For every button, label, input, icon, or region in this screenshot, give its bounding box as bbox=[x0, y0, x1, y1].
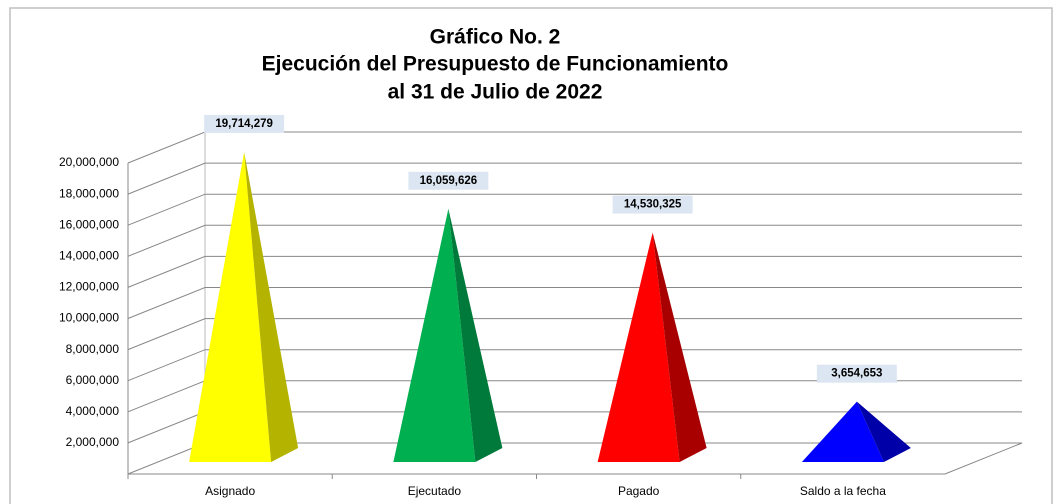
x-tick-label: Pagado bbox=[618, 484, 660, 498]
grid-line bbox=[127, 287, 1022, 319]
value-label: 3,654,653 bbox=[831, 368, 882, 380]
chart-border bbox=[9, 7, 1053, 504]
value-label-bg bbox=[408, 171, 489, 190]
pyramid-side bbox=[448, 208, 503, 462]
y-tick-label: 16,000,000 bbox=[59, 217, 119, 231]
value-label-bg bbox=[816, 364, 897, 383]
grid-line bbox=[127, 349, 1022, 382]
pyramid-front bbox=[189, 151, 272, 462]
grid-line bbox=[127, 162, 1022, 195]
chart-title: al 31 de Julio de 2022 bbox=[388, 81, 603, 104]
chart-title: Gráfico No. 2 bbox=[430, 26, 561, 49]
y-tick-label: 12,000,000 bbox=[59, 280, 119, 294]
y-tick-label: 8,000,000 bbox=[66, 342, 120, 356]
pyramid-front bbox=[393, 208, 476, 462]
pyramid-side bbox=[856, 401, 911, 462]
value-label: 14,530,325 bbox=[624, 199, 682, 211]
x-tick-label: Saldo a la fecha bbox=[800, 484, 886, 498]
value-label: 16,059,626 bbox=[420, 175, 478, 187]
y-tick-label: 20,000,000 bbox=[59, 155, 119, 169]
y-tick-label: 2,000,000 bbox=[66, 435, 120, 449]
value-label: 19,714,279 bbox=[215, 118, 273, 130]
grid-line bbox=[127, 255, 1022, 288]
grid-line bbox=[127, 224, 1022, 257]
x-tick-label: Asignado bbox=[205, 484, 255, 498]
y-tick-label: 6,000,000 bbox=[66, 373, 120, 387]
floor bbox=[127, 442, 1023, 475]
y-tick-label: 14,000,000 bbox=[59, 248, 119, 262]
y-tick-label: 4,000,000 bbox=[66, 404, 120, 418]
value-label-bg bbox=[204, 114, 285, 133]
grid-line bbox=[127, 193, 1022, 226]
y-tick-label: 18,000,000 bbox=[59, 186, 119, 200]
pyramid-side bbox=[652, 232, 707, 462]
grid-line bbox=[127, 318, 1022, 351]
y-tick-label: 10,000,000 bbox=[59, 311, 119, 325]
pyramid-front bbox=[597, 232, 680, 462]
pyramid-side bbox=[244, 151, 299, 462]
value-label-bg bbox=[612, 195, 693, 214]
x-tick-label: Ejecutado bbox=[408, 484, 462, 498]
chart-title: Ejecución del Presupuesto de Funcionamie… bbox=[262, 53, 729, 76]
pyramid-front bbox=[801, 401, 884, 462]
grid-line bbox=[127, 131, 1022, 164]
